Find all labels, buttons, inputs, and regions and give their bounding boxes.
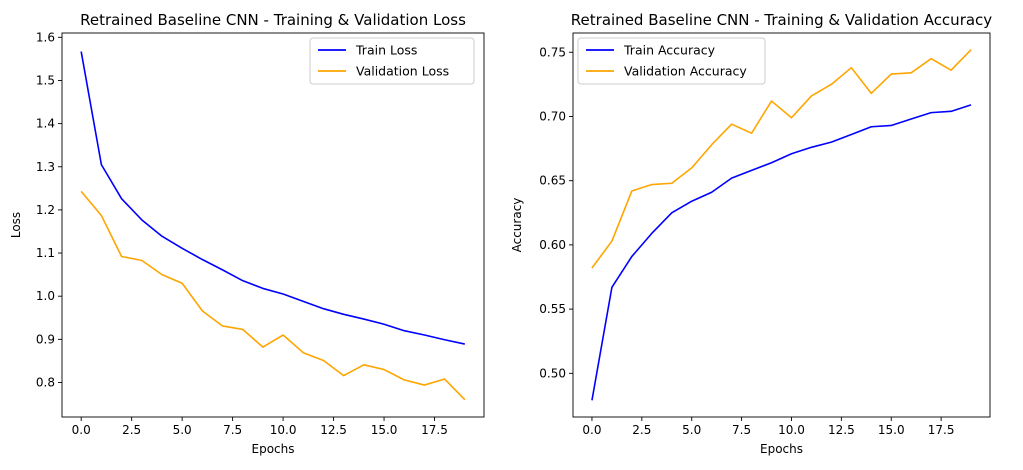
x-tick-label: 10.0 (778, 423, 805, 437)
legend-box (309, 37, 475, 85)
y-axis-label: Accuracy (510, 198, 524, 253)
x-axis-label: Epochs (252, 442, 295, 456)
series-line-1 (80, 190, 466, 401)
y-tick-label: 0.75 (539, 45, 566, 59)
x-tick-label: 12.5 (320, 423, 347, 437)
x-tick-label: 0.0 (72, 423, 91, 437)
x-axis-label: Epochs (760, 442, 803, 456)
legend: Train Accuracy Validation Accuracy (577, 37, 766, 85)
series-line-1 (591, 49, 972, 269)
legend-label-1: Validation Accuracy (624, 64, 747, 79)
x-tick-label: 5.0 (173, 423, 192, 437)
legend-label-0: Train Accuracy (623, 43, 716, 58)
y-tick-label: 0.9 (36, 332, 55, 346)
chart-title: Retrained Baseline CNN - Training & Vali… (571, 11, 993, 29)
x-tick-label: 17.5 (928, 423, 955, 437)
y-tick-label: 1.2 (36, 203, 55, 217)
y-axis-label: Loss (9, 212, 23, 238)
legend-label-0: Train Loss (355, 43, 417, 58)
accuracy-chart: Retrained Baseline CNN - Training & Vali… (510, 11, 992, 456)
plot-frame (572, 32, 991, 418)
y-tick-label: 1.0 (36, 289, 55, 303)
x-tick-label: 5.0 (682, 423, 701, 437)
x-tick-label: 10.0 (270, 423, 297, 437)
legend: Train Loss Validation Loss (309, 37, 475, 85)
y-tick-label: 0.65 (539, 174, 566, 188)
x-tick-label: 2.5 (122, 423, 141, 437)
y-tick-label: 0.60 (539, 238, 566, 252)
plot-frame (61, 32, 485, 418)
y-tick-label: 0.50 (539, 366, 566, 380)
y-tick-label: 1.3 (36, 160, 55, 174)
y-tick-label: 1.6 (36, 30, 55, 44)
loss-chart: Retrained Baseline CNN - Training & Vali… (9, 11, 485, 456)
series-line-0 (80, 51, 465, 345)
y-tick-label: 1.5 (36, 73, 55, 87)
y-tick-label: 0.55 (539, 302, 566, 316)
y-tick-label: 0.8 (36, 375, 55, 389)
x-tick-label: 2.5 (632, 423, 651, 437)
y-tick-label: 1.1 (36, 246, 55, 260)
x-tick-label: 15.0 (878, 423, 905, 437)
legend-box (577, 37, 766, 85)
y-tick-label: 0.70 (539, 109, 566, 123)
x-tick-label: 12.5 (828, 423, 855, 437)
x-tick-label: 7.5 (732, 423, 751, 437)
series-line-0 (591, 104, 972, 401)
x-tick-label: 0.0 (582, 423, 601, 437)
legend-label-1: Validation Loss (356, 64, 449, 79)
x-tick-label: 7.5 (223, 423, 242, 437)
chart-title: Retrained Baseline CNN - Training & Vali… (80, 11, 466, 29)
y-tick-label: 1.4 (36, 117, 55, 131)
x-tick-label: 15.0 (371, 423, 398, 437)
x-tick-label: 17.5 (421, 423, 448, 437)
